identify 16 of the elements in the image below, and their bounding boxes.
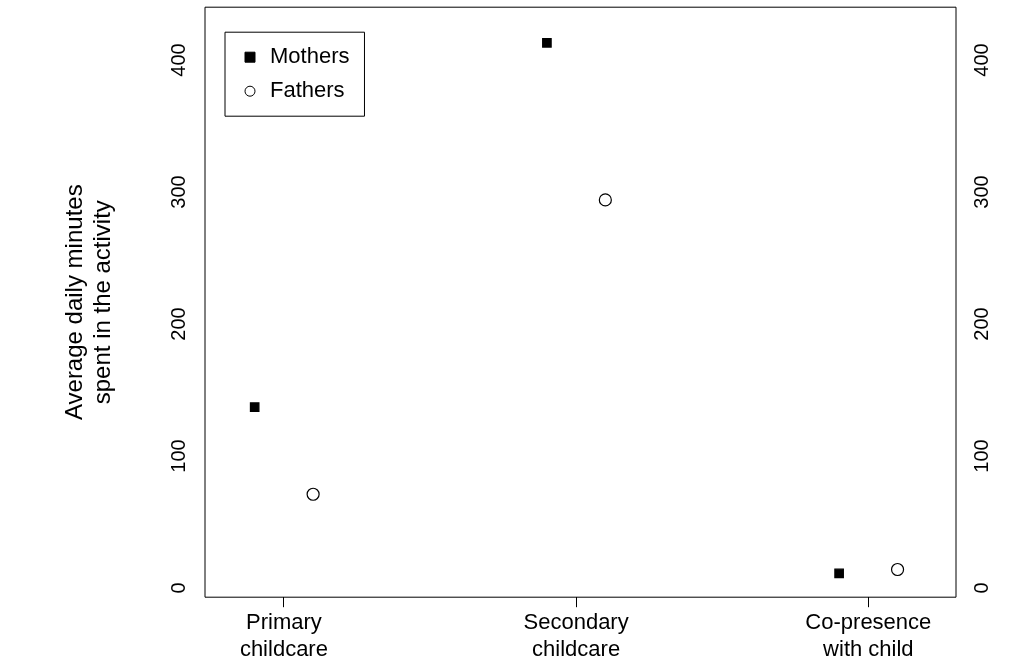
legend-label: Mothers	[270, 43, 350, 69]
y-tick-label: 100	[166, 439, 189, 473]
y-axis-title: Average daily minutes spent in the activity	[59, 184, 115, 421]
x-tick-label: Co-presence with child	[805, 609, 932, 661]
y-tick-label: 0	[166, 582, 189, 594]
y-tick-label: 200	[166, 307, 189, 341]
legend-label: Fathers	[270, 77, 345, 103]
y2-tick-label: 0	[969, 582, 992, 594]
y-tick-label: 300	[166, 175, 189, 209]
y2-tick-label: 300	[969, 175, 992, 209]
y2-tick-label: 100	[969, 439, 992, 473]
y2-tick-label: 200	[969, 307, 992, 341]
x-tick-label: Primary childcare	[239, 609, 328, 661]
x-tick-label: Secondary childcare	[523, 609, 629, 661]
y-tick-label: 400	[166, 43, 189, 77]
y2-tick-label: 400	[969, 43, 992, 77]
